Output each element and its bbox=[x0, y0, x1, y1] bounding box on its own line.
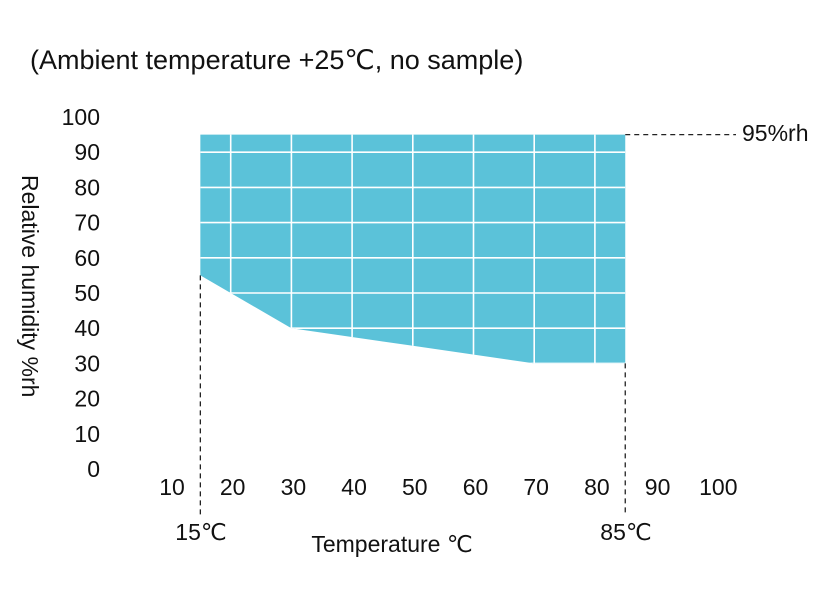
grid-layer bbox=[200, 134, 626, 364]
y-tick-label: 50 bbox=[74, 280, 100, 306]
max-humidity-label: 95%rh bbox=[742, 120, 808, 146]
guide-lines-layer bbox=[199, 133, 736, 516]
x-tick-label: 30 bbox=[281, 474, 307, 500]
x-tick-label: 40 bbox=[341, 474, 367, 500]
y-axis-label: Relative humidity %rh bbox=[17, 175, 43, 397]
x-tick-label: 80 bbox=[584, 474, 610, 500]
y-tick-label: 10 bbox=[74, 421, 100, 447]
x-tick-label: 50 bbox=[402, 474, 428, 500]
y-tick-label: 70 bbox=[74, 210, 100, 236]
x-tick-label: 100 bbox=[699, 474, 737, 500]
x-tick-label: 20 bbox=[220, 474, 246, 500]
y-ticks: 0 10 20 30 40 50 60 70 80 90 100 bbox=[62, 104, 100, 482]
y-tick-label: 30 bbox=[74, 350, 100, 376]
y-tick-label: 20 bbox=[74, 386, 100, 412]
x-tick-label: 60 bbox=[463, 474, 489, 500]
y-tick-label: 90 bbox=[74, 139, 100, 165]
max-temperature-label: 85℃ bbox=[600, 519, 651, 545]
x-ticks: 10 20 30 40 50 60 70 80 90 100 bbox=[159, 474, 737, 500]
x-tick-label: 90 bbox=[645, 474, 671, 500]
y-tick-label: 0 bbox=[87, 456, 100, 482]
y-tick-label: 80 bbox=[74, 174, 100, 200]
x-tick-label: 10 bbox=[159, 474, 185, 500]
x-axis-label: Temperature ℃ bbox=[311, 531, 472, 557]
y-tick-label: 60 bbox=[74, 245, 100, 271]
x-tick-label: 70 bbox=[523, 474, 549, 500]
y-tick-label: 100 bbox=[62, 104, 100, 130]
chart-note: (Ambient temperature +25℃, no sample) bbox=[30, 45, 523, 75]
min-temperature-label: 15℃ bbox=[175, 519, 226, 545]
y-tick-label: 40 bbox=[74, 315, 100, 341]
